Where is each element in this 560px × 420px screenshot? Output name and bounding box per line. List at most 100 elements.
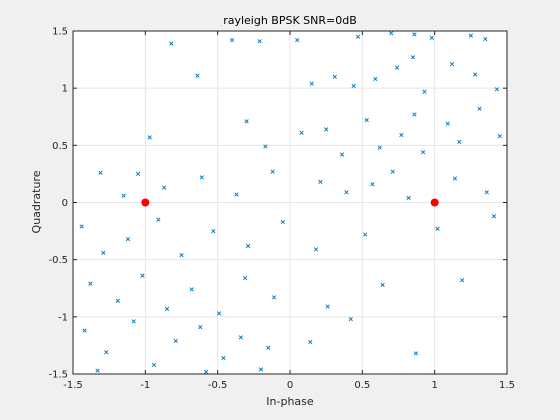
- data-point-x-marker: [355, 34, 361, 39]
- data-point-x-marker: [460, 278, 465, 283]
- data-point-x-marker: [280, 219, 285, 225]
- data-point-x-marker: [257, 39, 262, 44]
- data-point-x-marker: [216, 311, 222, 316]
- y-tick-label: -1.5: [48, 370, 68, 381]
- data-point-x-marker: [195, 73, 200, 78]
- data-point-x-marker: [95, 368, 100, 373]
- x-tick-label: 0.5: [354, 380, 370, 391]
- data-point-x-marker: [445, 121, 450, 126]
- data-point-x-marker: [198, 325, 203, 330]
- data-point-x-marker: [399, 132, 404, 138]
- data-point-x-marker: [131, 319, 136, 324]
- x-tick-label: -0.5: [208, 380, 228, 391]
- data-point-x-marker: [429, 35, 434, 40]
- data-point-x-marker: [435, 226, 440, 231]
- data-point-x-marker: [420, 150, 426, 155]
- data-point-x-marker: [270, 169, 275, 174]
- data-point-x-marker: [406, 195, 411, 201]
- data-point-x-marker: [389, 31, 394, 36]
- x-tick-label: -1.5: [63, 380, 83, 391]
- data-point-x-marker: [211, 228, 216, 234]
- data-point-x-marker: [82, 328, 87, 333]
- data-point-x-marker: [422, 89, 427, 94]
- y-tick-label: 1: [62, 84, 68, 95]
- data-point-x-marker: [230, 38, 235, 43]
- data-point-x-marker: [380, 282, 385, 287]
- data-point-x-marker: [497, 134, 502, 139]
- data-point-x-marker: [156, 217, 161, 222]
- chart-title: rayleigh BPSK SNR=0dB: [223, 14, 357, 27]
- data-point-x-marker: [271, 295, 277, 300]
- data-point-x-marker: [299, 130, 304, 135]
- data-point-x-marker: [325, 304, 330, 309]
- data-point-x-marker: [238, 335, 243, 340]
- data-point-x-marker: [115, 298, 120, 303]
- data-point-x-marker: [244, 119, 249, 124]
- data-point-x-marker: [373, 76, 378, 82]
- data-point-x-marker: [452, 176, 458, 181]
- data-point-x-marker: [339, 152, 345, 157]
- x-tick-label: 1.5: [499, 380, 515, 391]
- data-point-x-marker: [468, 33, 473, 38]
- data-point-x-marker: [308, 339, 313, 345]
- data-point-x-marker: [203, 369, 209, 374]
- data-point-x-marker: [295, 38, 300, 43]
- data-point-x-marker: [483, 36, 488, 42]
- data-point-x-marker: [457, 139, 462, 145]
- data-point-x-marker: [162, 185, 167, 190]
- data-point-x-marker: [484, 190, 489, 195]
- data-point-x-marker: [147, 135, 152, 140]
- data-points: [79, 31, 502, 374]
- x-tick-label: 1: [431, 380, 437, 391]
- data-point-x-marker: [324, 127, 329, 132]
- data-point-x-marker: [313, 247, 319, 252]
- constellation-point: [141, 198, 150, 207]
- data-point-x-marker: [140, 273, 145, 278]
- y-tick-label: -0.5: [48, 255, 68, 266]
- data-point-x-marker: [245, 243, 251, 249]
- data-point-x-marker: [169, 41, 174, 46]
- x-axis-label: In-phase: [266, 395, 314, 408]
- data-point-x-marker: [151, 362, 157, 367]
- data-point-x-marker: [494, 87, 499, 92]
- data-point-x-marker: [363, 232, 368, 237]
- data-point-x-marker: [173, 338, 178, 343]
- x-tick-label: -1: [140, 380, 150, 391]
- data-point-x-marker: [390, 169, 395, 174]
- data-point-x-marker: [413, 351, 418, 356]
- data-point-x-marker: [412, 32, 417, 37]
- data-point-x-marker: [491, 214, 497, 219]
- data-point-x-marker: [266, 345, 271, 350]
- x-tick-label: 0: [287, 380, 293, 391]
- data-point-x-marker: [473, 72, 478, 77]
- data-point-x-marker: [234, 192, 239, 197]
- data-point-x-marker: [121, 193, 126, 198]
- data-point-x-marker: [377, 145, 382, 150]
- y-tick-label: 0: [62, 198, 68, 209]
- axis-ticks: -1.5 -1 -0.5 0 0.5 1 1.5 -1.5 -1 -0.5 0 0.5 1 1.5: [48, 27, 514, 392]
- data-point-x-marker: [412, 112, 417, 117]
- data-point-x-marker: [318, 179, 323, 185]
- data-point-x-marker: [348, 317, 353, 322]
- data-point-x-marker: [79, 224, 84, 229]
- data-point-x-marker: [98, 170, 103, 175]
- data-point-x-marker: [135, 171, 141, 177]
- data-point-x-marker: [125, 236, 131, 242]
- data-point-x-marker: [258, 367, 264, 372]
- data-point-x-marker: [199, 175, 204, 180]
- data-point-x-marker: [263, 144, 268, 149]
- data-point-x-marker: [101, 250, 106, 255]
- data-point-x-marker: [477, 106, 482, 111]
- data-point-x-marker: [164, 306, 170, 311]
- y-axis-label: Quadrature: [30, 170, 43, 233]
- data-point-x-marker: [189, 287, 194, 292]
- data-point-x-marker: [449, 62, 455, 67]
- y-tick-label: -1: [58, 312, 68, 323]
- data-point-x-marker: [394, 65, 400, 70]
- data-point-x-marker: [309, 81, 314, 86]
- data-point-x-marker: [179, 252, 184, 258]
- y-tick-label: 0.5: [52, 141, 68, 152]
- data-point-x-marker: [243, 275, 248, 281]
- data-point-x-marker: [88, 281, 93, 286]
